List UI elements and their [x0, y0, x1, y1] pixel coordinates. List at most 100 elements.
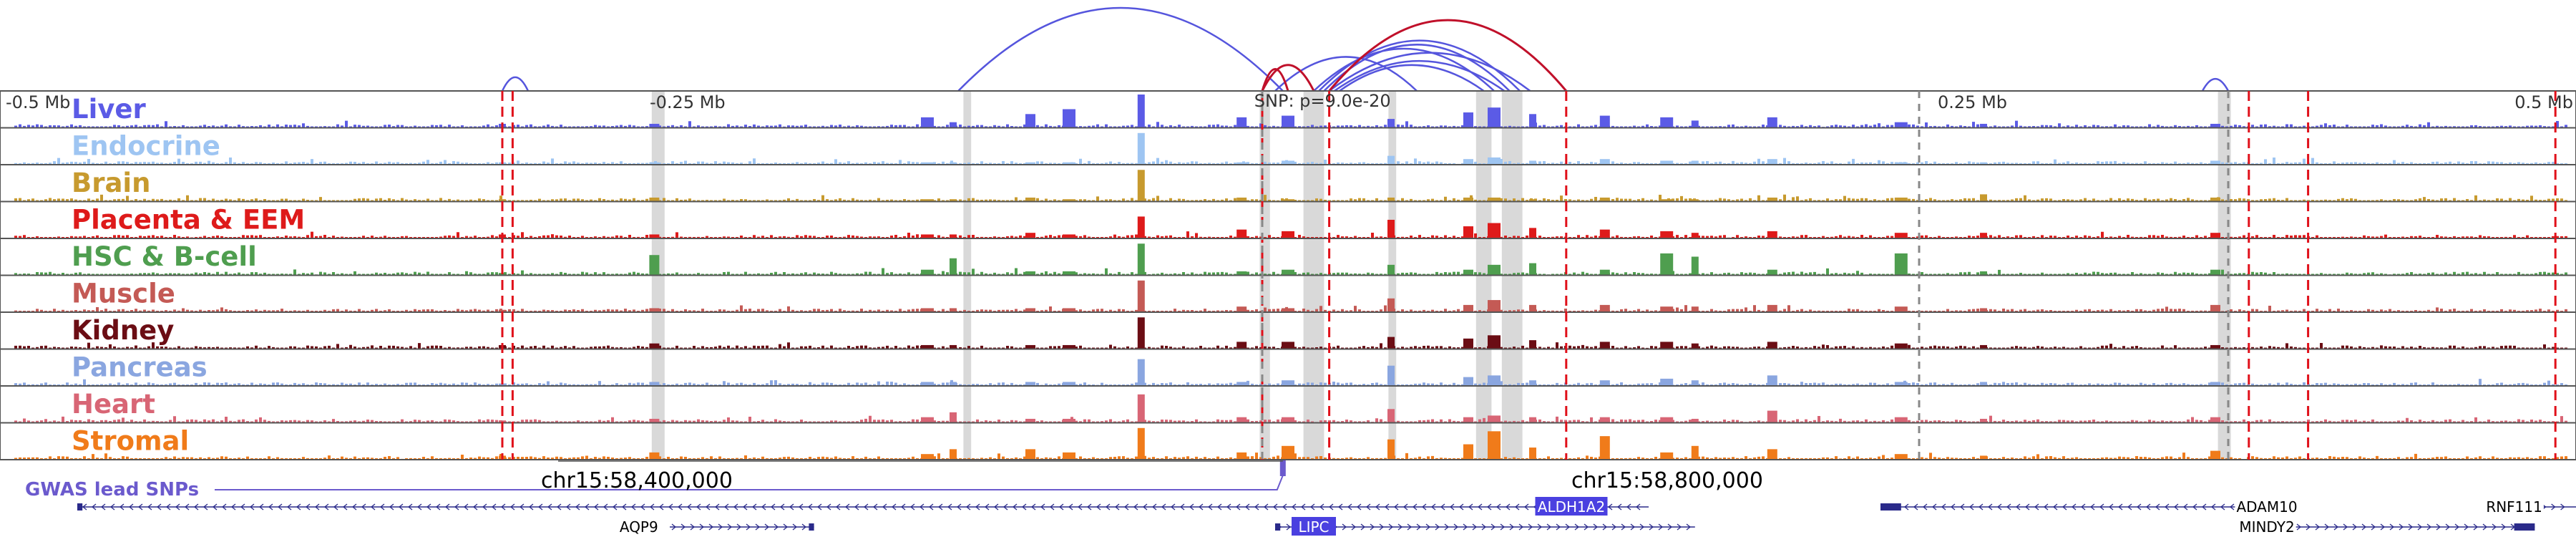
- peak-bar: [649, 418, 660, 422]
- peak-bar: [1236, 162, 1247, 164]
- track-label-brain[interactable]: Brain: [72, 168, 150, 198]
- gene-lipc[interactable]: LIPC: [1275, 517, 1695, 536]
- track-label-liver[interactable]: Liver: [72, 94, 146, 125]
- peak-bar: [1691, 380, 1699, 385]
- track-label-hsc-b-cell[interactable]: HSC & B-cell: [72, 241, 257, 272]
- peak-bar: [1063, 452, 1075, 459]
- peak-bar: [499, 199, 506, 201]
- peak-bar: [1691, 160, 1699, 164]
- peak-bar: [1980, 308, 1987, 311]
- peak-bar: [1025, 271, 1035, 275]
- gwas-snp-marker[interactable]: [1279, 460, 1286, 476]
- chromatin-loop-layer: [501, 6, 2230, 92]
- peak-bar: [1387, 264, 1395, 275]
- gwas-track-label[interactable]: GWAS lead SNPs: [25, 479, 199, 500]
- peak-bar: [1063, 199, 1075, 201]
- peak-bar: [1980, 418, 1987, 422]
- peak-bar: [1599, 380, 1610, 385]
- peak-bar: [1282, 380, 1294, 385]
- peak-bar: [2210, 269, 2220, 275]
- track-label-placenta-eem[interactable]: Placenta & EEM: [72, 205, 305, 236]
- track-label-pancreas[interactable]: Pancreas: [72, 352, 208, 383]
- peak-bar: [921, 417, 934, 422]
- peak-bar: [1137, 132, 1145, 164]
- peak-bar: [921, 382, 934, 385]
- peak-bar: [1980, 233, 1987, 238]
- peak-bar: [1236, 197, 1247, 201]
- peak-bar: [1691, 306, 1699, 311]
- peak-bar: [1599, 159, 1610, 164]
- peak-bar: [1691, 445, 1699, 459]
- peak-bar: [1463, 444, 1473, 459]
- peak-bar: [1980, 455, 1987, 459]
- signal-background: [14, 342, 2567, 349]
- peak-bar: [1282, 417, 1294, 422]
- peak-bar: [1063, 344, 1075, 349]
- track-label-stromal[interactable]: Stromal: [72, 426, 189, 457]
- peak-bar: [1387, 155, 1395, 164]
- gene-annotation-track: ALDH1A2 AQP9 LIPC ADAM10 MINDY2 RNF111: [77, 497, 2576, 536]
- peak-bar: [1529, 448, 1536, 459]
- peak-bar: [921, 344, 934, 349]
- peak-bar: [1282, 445, 1294, 459]
- peak-bar: [1894, 343, 1908, 349]
- peak-bar: [1463, 304, 1473, 311]
- peak-bar: [1767, 159, 1777, 164]
- peak-bar: [1463, 112, 1473, 127]
- peak-bar: [1236, 342, 1247, 349]
- peak-bar: [921, 199, 934, 201]
- peak-bar: [950, 258, 957, 275]
- peak-bar: [2210, 417, 2220, 422]
- peak-bar: [1691, 120, 1699, 127]
- peak-bar: [950, 412, 957, 422]
- track-label-endocrine[interactable]: Endocrine: [72, 131, 220, 162]
- track-label-muscle[interactable]: Muscle: [72, 279, 175, 309]
- peak-bar: [1463, 226, 1473, 238]
- track-frame: [0, 164, 2576, 203]
- peak-bar: [1767, 375, 1777, 385]
- peak-bar: [1767, 269, 1777, 275]
- gene-label: RNF111: [2486, 498, 2542, 516]
- peak-bar: [1236, 229, 1247, 238]
- peak-bar: [1282, 308, 1294, 311]
- track-label-layer[interactable]: Liver Endocrine Brain Placenta & EEM HSC & B…: [72, 94, 305, 457]
- gene-adam10[interactable]: ADAM10: [1880, 498, 2299, 516]
- gene-rnf111[interactable]: RNF111: [2484, 498, 2576, 516]
- peak-bar: [1691, 233, 1699, 238]
- track-label-heart[interactable]: Heart: [72, 389, 155, 420]
- chromatin-loop: [1261, 64, 1315, 92]
- peak-bar: [649, 197, 660, 201]
- peak-bar: [1387, 298, 1395, 311]
- peak-bar: [1529, 160, 1536, 164]
- peak-bar: [1488, 197, 1501, 201]
- peak-bar: [649, 343, 660, 349]
- peak-bar: [921, 117, 934, 127]
- peak-bar: [1660, 417, 1674, 422]
- gene-label: AQP9: [620, 518, 658, 536]
- peak-bar: [649, 255, 660, 275]
- peak-bar: [1529, 340, 1536, 349]
- gene-mindy2[interactable]: MINDY2: [2238, 518, 2535, 536]
- peak-bar: [1529, 228, 1536, 238]
- peak-bar: [1599, 342, 1610, 349]
- peak-bar: [1463, 159, 1473, 164]
- track-frame: [0, 127, 2576, 165]
- gene-aqp9[interactable]: AQP9: [618, 518, 814, 536]
- gene-aldh1a2[interactable]: ALDH1A2: [77, 497, 1649, 516]
- peak-bar: [1063, 162, 1075, 164]
- gene-label: ADAM10: [2236, 498, 2297, 516]
- peak-bar: [1691, 199, 1699, 201]
- peak-bar: [1387, 439, 1395, 459]
- gene-label-bg: [2238, 518, 2296, 536]
- peak-bar: [1137, 216, 1145, 238]
- peak-bar: [1282, 269, 1294, 275]
- peak-bar: [1137, 317, 1145, 349]
- track-label-kidney[interactable]: Kidney: [72, 315, 174, 346]
- peak-bar: [921, 308, 934, 311]
- peak-bar: [1282, 231, 1294, 238]
- gene-label-bg: [2235, 498, 2299, 516]
- peak-bar: [1282, 115, 1294, 127]
- peak-bar: [1980, 162, 1987, 164]
- peak-bar: [1387, 119, 1395, 127]
- chromatin-loop: [2201, 77, 2230, 92]
